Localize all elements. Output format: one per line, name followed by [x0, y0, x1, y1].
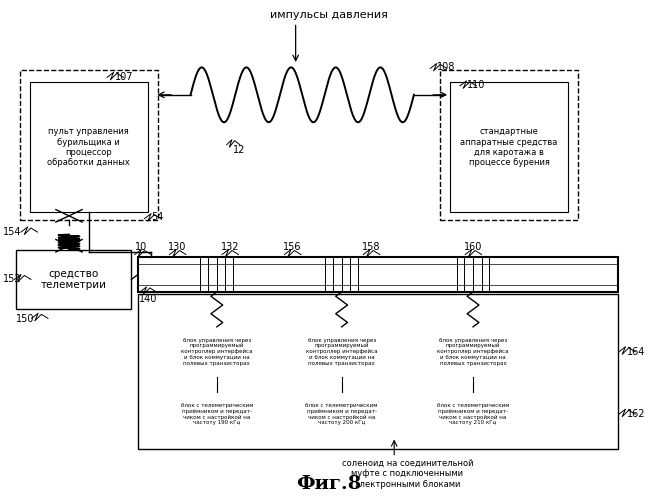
Text: 130: 130 — [168, 242, 187, 252]
Bar — [30, 82, 148, 212]
Text: блок управления через
программируемый
контроллер интерфейса
и блок коммутации на: блок управления через программируемый ко… — [437, 337, 509, 366]
Bar — [164, 327, 269, 377]
Bar — [289, 392, 394, 437]
Text: стандартные
аппаратные средства
для каротажа в
процессе бурения: стандартные аппаратные средства для каро… — [461, 127, 558, 167]
Text: 150: 150 — [16, 314, 35, 324]
Text: 140: 140 — [139, 294, 157, 304]
Text: 154: 154 — [3, 227, 22, 237]
Text: 152: 152 — [3, 274, 22, 284]
Bar — [138, 294, 618, 449]
Text: 158: 158 — [362, 242, 380, 252]
Text: блок с телеметрическим
приёмником и передат-
чиком с настройкой на
частоту 210 к: блок с телеметрическим приёмником и пере… — [437, 403, 509, 426]
Text: 160: 160 — [464, 242, 482, 252]
Bar — [16, 250, 131, 309]
Text: 162: 162 — [627, 409, 646, 419]
Text: соленоид на соединительной
муфте с подключенными
электронными блоками: соленоид на соединительной муфте с подкл… — [342, 459, 473, 489]
Text: 10: 10 — [135, 242, 147, 252]
Text: 108: 108 — [437, 62, 455, 72]
Text: блок с телеметрическим
приёмником и передат-
чиком с настройкой на
частоту 200 к: блок с телеметрическим приёмником и пере… — [306, 403, 378, 426]
Text: средство
телеметрии: средство телеметрии — [41, 268, 107, 290]
Text: блок управления через
программируемый
контроллер интерфейса
и блок коммутации на: блок управления через программируемый ко… — [306, 337, 378, 366]
Text: 132: 132 — [221, 242, 239, 252]
Text: 107: 107 — [115, 72, 133, 82]
Text: Фиг.8: Фиг.8 — [296, 475, 361, 493]
Text: импульсы давления: импульсы давления — [269, 10, 388, 20]
Bar — [138, 257, 618, 292]
Text: 54: 54 — [151, 212, 164, 222]
Bar — [420, 392, 526, 437]
Text: пульт управления
бурильщика и
процессор
обработки данных: пульт управления бурильщика и процессор … — [47, 127, 130, 167]
Text: блок управления через
программируемый
контроллер интерфейса
и блок коммутации на: блок управления через программируемый ко… — [181, 337, 253, 366]
Bar — [450, 82, 568, 212]
Text: 156: 156 — [283, 242, 302, 252]
Text: 110: 110 — [466, 80, 485, 90]
Bar — [420, 327, 526, 377]
Text: блок с телеметрическим
приёмником и передат-
чиком с настройкой на
частоту 190 к: блок с телеметрическим приёмником и пере… — [181, 403, 253, 426]
Bar — [20, 70, 158, 220]
Bar — [440, 70, 578, 220]
Text: 12: 12 — [233, 145, 246, 155]
Text: 164: 164 — [627, 347, 646, 357]
Bar — [164, 392, 269, 437]
Bar — [289, 327, 394, 377]
